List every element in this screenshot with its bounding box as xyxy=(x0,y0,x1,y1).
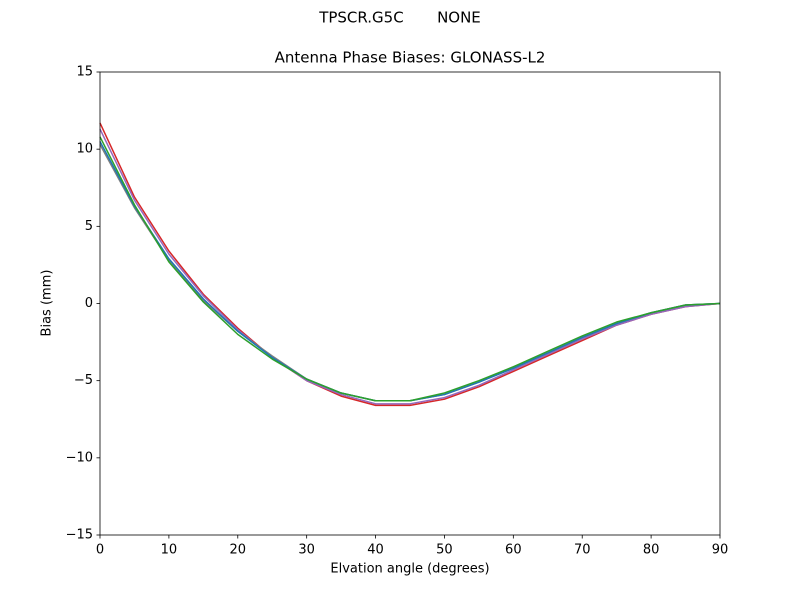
x-tick-label: 50 xyxy=(436,543,453,558)
y-tick-label: 5 xyxy=(85,219,93,234)
x-tick-label: 0 xyxy=(96,543,104,558)
x-tick-label: 80 xyxy=(643,543,660,558)
x-tick-label: 10 xyxy=(161,543,178,558)
y-tick-label: 15 xyxy=(76,65,93,80)
x-tick-label: 60 xyxy=(505,543,522,558)
y-tick-label: 0 xyxy=(85,296,93,311)
chart-title: Antenna Phase Biases: GLONASS-L2 xyxy=(275,49,546,67)
y-tick-label: 10 xyxy=(76,142,93,157)
y-tick-label: −5 xyxy=(74,373,93,388)
x-tick-label: 70 xyxy=(574,543,591,558)
y-axis-label: Bias (mm) xyxy=(40,270,55,337)
data-line xyxy=(99,144,721,402)
x-tick-label: 40 xyxy=(367,543,384,558)
data-line xyxy=(99,128,721,405)
x-tick-label: 90 xyxy=(712,543,729,558)
data-line xyxy=(99,122,721,407)
plot-frame xyxy=(99,71,721,536)
data-line xyxy=(99,141,721,402)
x-axis-label: Elvation angle (degrees) xyxy=(330,562,489,577)
x-tick-label: 30 xyxy=(298,543,315,558)
suptitle: TPSCR.G5C NONE xyxy=(318,9,481,27)
y-tick-label: −10 xyxy=(66,450,93,465)
y-tick-label: −15 xyxy=(66,528,93,543)
data-line xyxy=(99,136,721,402)
x-tick-label: 20 xyxy=(230,543,247,558)
